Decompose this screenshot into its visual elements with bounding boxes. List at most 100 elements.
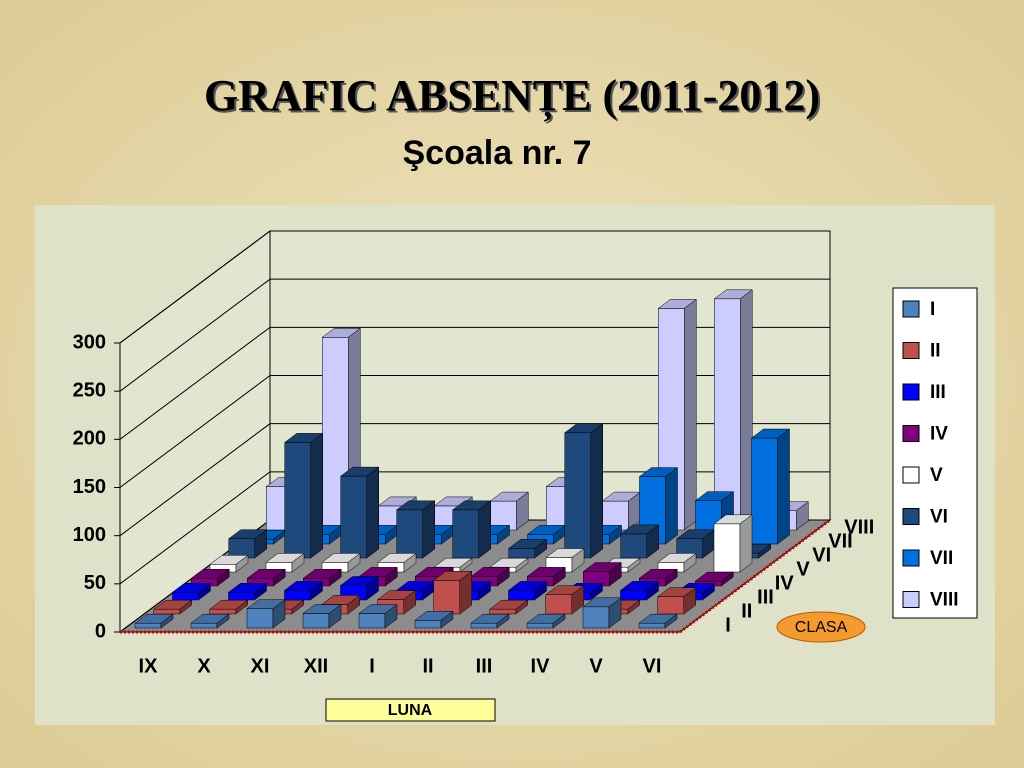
legend-swatch [902, 342, 920, 359]
legend-label: V [930, 465, 943, 486]
grid-line [119, 375, 830, 488]
x-tick-label: IX [139, 655, 159, 677]
bar-side [347, 594, 360, 615]
grid-line [119, 278, 830, 392]
bar-side [739, 514, 753, 573]
x-tick-label: XI [251, 655, 270, 677]
bar-front [134, 622, 162, 629]
bar-side [478, 580, 491, 601]
bar-side [217, 568, 230, 587]
bar-front [396, 509, 423, 559]
bar-side [590, 423, 603, 559]
bar-side [160, 613, 174, 629]
bar-front [414, 620, 442, 629]
legend-label: III [930, 382, 946, 403]
y-tick-label: 0 [95, 620, 106, 642]
z-tick-label: III [757, 586, 774, 608]
bar-side [534, 580, 547, 601]
bar-front [545, 594, 572, 615]
bar-side [534, 538, 547, 559]
grid-line [119, 326, 830, 440]
bar-side [310, 432, 323, 559]
bar-front [620, 533, 647, 559]
z-label-box [776, 611, 866, 643]
z-tick-label: IV [775, 572, 795, 594]
grid-line [119, 423, 830, 537]
y-tick-label: 50 [84, 572, 106, 594]
bar-front [190, 622, 218, 629]
bar-side [665, 467, 678, 545]
bar-side [683, 552, 697, 573]
legend-label: I [930, 299, 935, 320]
bar-side [627, 599, 640, 615]
bar-side [497, 524, 510, 545]
legend-swatch [902, 466, 920, 484]
bar-side [403, 552, 417, 573]
x-tick-label: II [422, 655, 433, 677]
bar-front [582, 606, 610, 629]
bar-side [552, 613, 566, 629]
legend-swatch [902, 591, 920, 608]
legend-label: VIII [930, 590, 959, 611]
bar-front [489, 608, 516, 615]
bar-side [758, 543, 771, 559]
y-tick-label: 100 [73, 524, 106, 546]
x-tick-label: I [369, 655, 375, 677]
grid-line [119, 230, 830, 344]
bar-side [515, 557, 529, 573]
bar-side [459, 570, 472, 615]
legend-label: VII [930, 548, 953, 569]
bar-side [310, 580, 323, 601]
legend-swatch [902, 383, 920, 401]
bar-side [608, 597, 622, 629]
x-tick-label: X [197, 655, 211, 677]
x-label-box [325, 698, 496, 722]
title-shadow: GRAFIC ABSENȚE (2011-2012) [206, 73, 822, 124]
bar-side [235, 554, 249, 573]
x-tick-label: VI [643, 655, 662, 677]
z-tick-label: VI [812, 544, 831, 566]
z-tick-label: II [741, 600, 752, 622]
bar-side [385, 566, 398, 587]
bar-side [459, 557, 473, 573]
bar-side [497, 566, 510, 587]
legend-label: VI [930, 507, 948, 528]
x-tick-label: V [589, 655, 603, 677]
y-tick-label: 250 [73, 379, 106, 401]
bar-front [246, 608, 274, 629]
bar-front [751, 437, 778, 545]
bar-side [627, 557, 641, 573]
bar-front [508, 590, 535, 601]
bar-front [657, 596, 684, 615]
bar-front [508, 548, 535, 559]
bar-front [526, 622, 554, 629]
bar-side [721, 571, 734, 587]
bar-side [329, 568, 342, 587]
bar-side [683, 587, 696, 615]
bar-front [433, 580, 460, 615]
bar-side [515, 599, 528, 615]
legend-label: II [930, 341, 941, 362]
y-tick-label: 150 [73, 476, 106, 498]
z-tick-label: VIII [844, 516, 874, 538]
bar-front [284, 590, 311, 601]
bar-front [564, 432, 591, 559]
bar-side [366, 466, 379, 559]
legend-swatch [902, 508, 920, 525]
bar-side [571, 585, 584, 615]
bar-side [179, 599, 192, 615]
bar-side [516, 491, 529, 531]
chart-subtitle: Şcoala nr. 7 [403, 134, 592, 172]
bar-side [740, 289, 753, 531]
bar-side [440, 610, 454, 629]
bar-side [422, 500, 435, 559]
bar-side [665, 568, 678, 587]
chart-title: GRAFIC ABSENȚE (2011-2012) [204, 71, 820, 122]
bar-side [254, 582, 267, 601]
legend-swatch [902, 549, 920, 567]
x-tick-label: IV [531, 655, 551, 677]
bar-side [273, 568, 286, 587]
bar-front [713, 523, 741, 573]
